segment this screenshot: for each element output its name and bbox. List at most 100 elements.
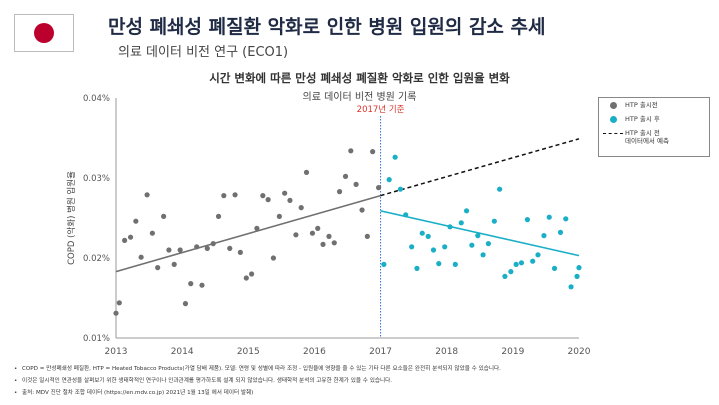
data-point-post (436, 261, 442, 267)
x-tick-label: 2019 (501, 347, 524, 357)
data-point-pre (144, 192, 150, 198)
data-point-post (397, 186, 404, 192)
data-point-pre (227, 245, 233, 251)
footnote: • COPD = 만성폐쇄성 폐질환, HTP = Heated Tobacco … (14, 366, 501, 372)
data-point-pre (237, 249, 243, 255)
legend-label-prediction-2: 데이터에서 예측 (625, 137, 669, 146)
data-point-pre (265, 197, 271, 203)
data-point-pre (342, 173, 349, 179)
data-point-pre (309, 230, 316, 236)
data-point-pre (177, 247, 183, 253)
data-point-post (518, 260, 525, 266)
data-point-pre (359, 207, 365, 213)
page-subtitle: 의료 데이터 비전 연구 (ECO1) (118, 45, 289, 60)
data-point-post (502, 273, 508, 279)
japan-flag-icon (14, 14, 74, 52)
trend-line-post (380, 210, 580, 257)
legend-dashed-line-icon (603, 133, 623, 134)
data-point-pre (315, 225, 321, 231)
footnote-text: COPD = 만성폐쇄성 폐질환, HTP = Heated Tobacco P… (22, 366, 501, 372)
data-point-post (576, 265, 582, 271)
legend-teal-dot-icon (610, 116, 617, 123)
footnote-text: 이것은 일시적인 연관성을 살펴보기 위한 생태학적인 연구이나 인과관계를 평… (22, 378, 393, 384)
data-point-pre (348, 148, 354, 154)
data-point-post (414, 265, 420, 271)
data-point-post (535, 252, 541, 258)
data-point-post (508, 269, 514, 275)
data-point-pre (293, 232, 299, 238)
data-point-pre (326, 233, 332, 239)
data-point-pre (260, 193, 266, 199)
data-point-post (475, 233, 481, 239)
data-point-post (403, 212, 409, 218)
data-point-post (480, 252, 486, 258)
data-point-pre (155, 265, 161, 271)
x-tick-label: 2017 (369, 347, 392, 357)
data-point-post (469, 242, 475, 248)
data-point-pre (287, 197, 293, 203)
data-point-post (458, 220, 464, 226)
data-point-pre (194, 244, 200, 250)
data-point-post (497, 186, 503, 192)
data-point-pre (121, 237, 128, 243)
data-point-post (563, 216, 569, 222)
y-axis-label: COPD (악화) 병원 입원율 (66, 171, 77, 265)
data-point-post (463, 208, 470, 214)
data-point-pre (161, 213, 167, 219)
legend-item-post: HTP 출시 후 (603, 115, 705, 124)
x-tick-label: 2016 (303, 347, 326, 357)
data-point-pre (375, 185, 382, 191)
data-point-pre (199, 282, 205, 288)
legend-label-pre: HTP 출시전 (625, 101, 658, 109)
y-tick-label: 0.02% (83, 254, 110, 264)
prediction-line (380, 138, 580, 197)
data-point-pre (270, 255, 277, 261)
x-tick-label: 2014 (171, 347, 194, 357)
annotation-2017-baseline: 2017년 기준 (357, 104, 405, 115)
data-point-pre (204, 245, 210, 251)
data-point-pre (182, 301, 189, 307)
data-point-pre (254, 225, 260, 231)
data-point-pre (282, 190, 288, 196)
data-point-pre (138, 254, 144, 260)
x-tick-label: 2013 (105, 347, 128, 357)
footnote-text: 출처: MDV 진단 절차 조합 데이터 (https://en.mdv.co.… (22, 390, 254, 396)
x-tick-label: 2018 (435, 347, 458, 357)
footnote: • 출처: MDV 진단 절차 조합 데이터 (https://en.mdv.co… (14, 390, 254, 396)
data-point-post (541, 233, 547, 239)
trend-line-pre (115, 194, 381, 273)
data-point-post (419, 230, 425, 236)
data-point-pre (113, 310, 119, 316)
data-point-post (452, 261, 458, 267)
data-point-post (557, 229, 564, 235)
data-point-post (442, 244, 448, 250)
data-point-post (568, 284, 574, 290)
data-point-pre (276, 213, 282, 219)
page-title: 만성 폐쇄성 폐질환 악화로 인한 병원 입원의 감소 추세 (108, 16, 546, 38)
legend-item-prediction: HTP 출시 전 데이터에서 예측 (603, 129, 705, 145)
data-point-post (430, 247, 437, 253)
chart-legend: HTP 출시전 HTP 출시 후 HTP 출시 전 데이터에서 예측 (598, 97, 710, 157)
data-point-post (392, 154, 398, 160)
data-point-pre (232, 192, 238, 198)
data-point-pre (171, 261, 177, 267)
data-point-pre (149, 230, 155, 236)
data-point-pre (320, 241, 326, 247)
y-tick-label: 0.01% (83, 334, 110, 344)
data-point-post (513, 261, 519, 267)
y-tick-label: 0.04% (83, 94, 110, 104)
x-tick-label: 2015 (237, 347, 260, 357)
data-point-post (551, 265, 558, 271)
footnote: • 이것은 일시적인 연관성을 살펴보기 위한 생태학적인 연구이나 인과관계를 … (14, 378, 393, 384)
data-point-post (381, 261, 387, 267)
legend-item-pre: HTP 출시전 (603, 101, 705, 110)
data-point-post (447, 224, 453, 230)
legend-label-post: HTP 출시 후 (625, 115, 660, 123)
data-point-post (386, 177, 392, 183)
data-point-pre (353, 181, 359, 187)
data-point-pre (364, 233, 370, 239)
data-point-pre (188, 281, 194, 287)
data-point-pre (298, 205, 304, 211)
x-tick-label: 2020 (568, 347, 591, 357)
